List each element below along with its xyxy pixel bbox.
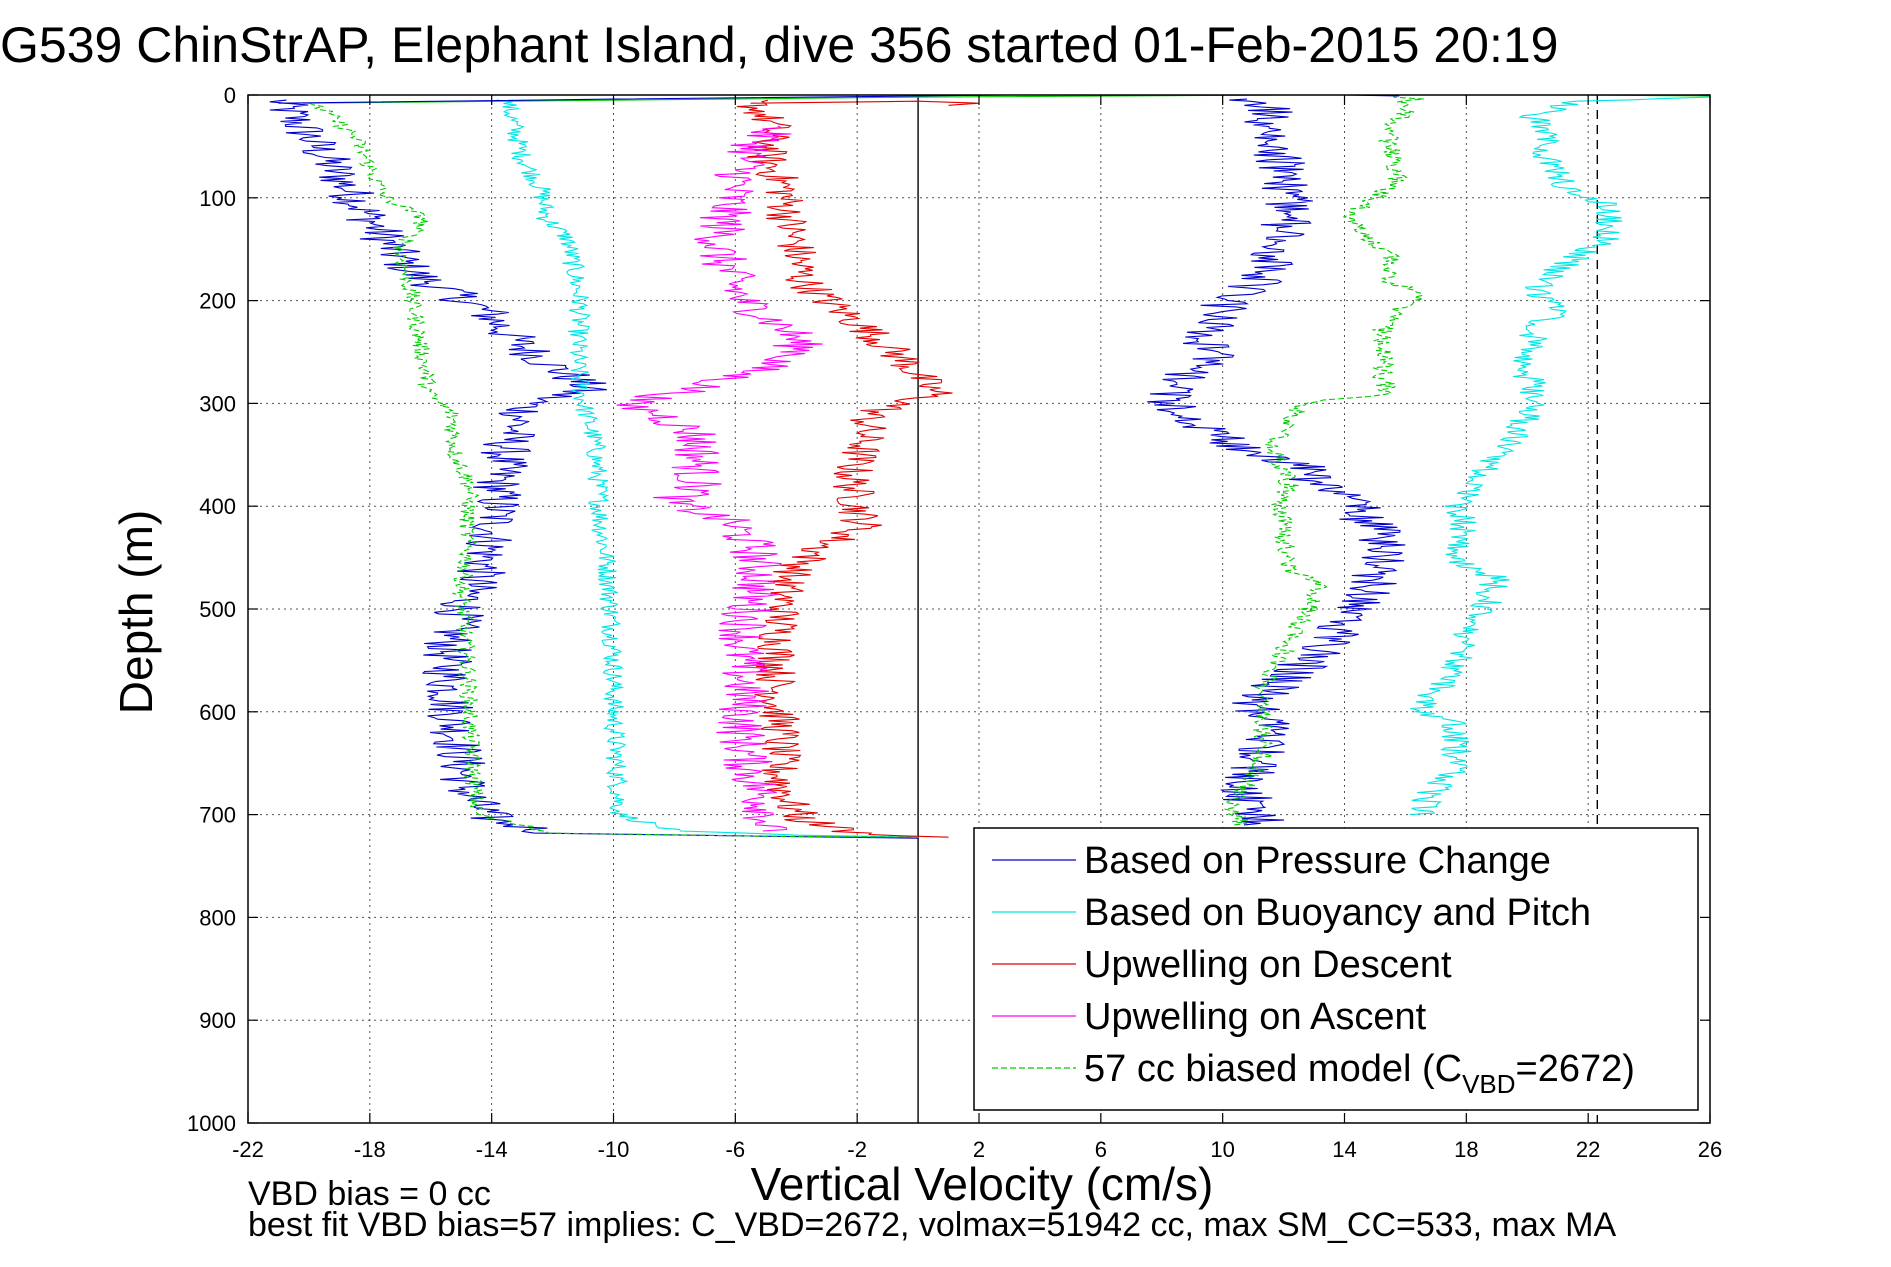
x-tick-label: 26 (1698, 1137, 1722, 1162)
y-tick-label: 200 (199, 289, 236, 314)
legend-label: Upwelling on Descent (1084, 944, 1452, 986)
legend: Based on Pressure Change Based on Buoyanc… (973, 827, 1699, 1111)
series-line (1147, 98, 1406, 826)
y-tick-label: 1000 (187, 1111, 236, 1136)
x-tick-label: -14 (476, 1137, 508, 1162)
x-tick-label: -22 (232, 1137, 264, 1162)
vbd-bias-note: VBD bias = 0 cc (248, 1175, 491, 1213)
legend-label: Based on Pressure Change (1084, 840, 1551, 882)
legend-label: Upwelling on Ascent (1084, 996, 1427, 1038)
chart-title: G539 ChinStrAP, Elephant Island, dive 35… (0, 17, 1558, 73)
x-tick-label: 18 (1454, 1137, 1478, 1162)
x-tick-label: 22 (1576, 1137, 1600, 1162)
series-line (1223, 96, 1424, 826)
y-tick-label: 400 (199, 494, 236, 519)
series-line (269, 99, 919, 839)
surface-spike-line (302, 94, 1711, 104)
series-line (496, 99, 919, 838)
series-line (1409, 96, 1711, 816)
y-axis-label: Depth (m) (110, 510, 162, 714)
x-axis-label: Vertical Velocity (cm/s) (751, 1158, 1214, 1210)
y-tick-label: 500 (199, 597, 236, 622)
legend-label: Based on Buoyancy and Pitch (1084, 892, 1591, 934)
y-tick-label: 700 (199, 803, 236, 828)
x-tick-label: -6 (726, 1137, 746, 1162)
x-tick-label: 10 (1210, 1137, 1234, 1162)
y-tick-label: 900 (199, 1008, 236, 1033)
series-lines (269, 94, 1711, 839)
legend-label: 57 cc biased model (CVBD=2672) (1084, 1048, 1635, 1099)
y-tick-label: 800 (199, 905, 236, 930)
axis-ticks: -22 -18 -14 -10 -6 -2 2 6 10 14 18 22 26010020030040… (187, 83, 1722, 1162)
x-tick-label: 14 (1332, 1137, 1356, 1162)
y-tick-label: 300 (199, 391, 236, 416)
series-line (309, 102, 919, 838)
x-tick-label: 6 (1095, 1137, 1107, 1162)
y-tick-label: 100 (199, 186, 236, 211)
best-fit-note: best fit VBD bias=57 implies: C_VBD=2672… (248, 1206, 1617, 1244)
surface-spike-line (750, 100, 980, 106)
x-tick-label: -10 (598, 1137, 630, 1162)
x-tick-label: 2 (973, 1137, 985, 1162)
legend-box (973, 827, 1699, 1111)
y-tick-label: 0 (224, 83, 236, 108)
series-line (616, 125, 823, 832)
x-tick-label: -18 (354, 1137, 386, 1162)
y-tick-label: 600 (199, 700, 236, 725)
series-line (736, 99, 953, 838)
x-tick-label: -2 (847, 1137, 867, 1162)
